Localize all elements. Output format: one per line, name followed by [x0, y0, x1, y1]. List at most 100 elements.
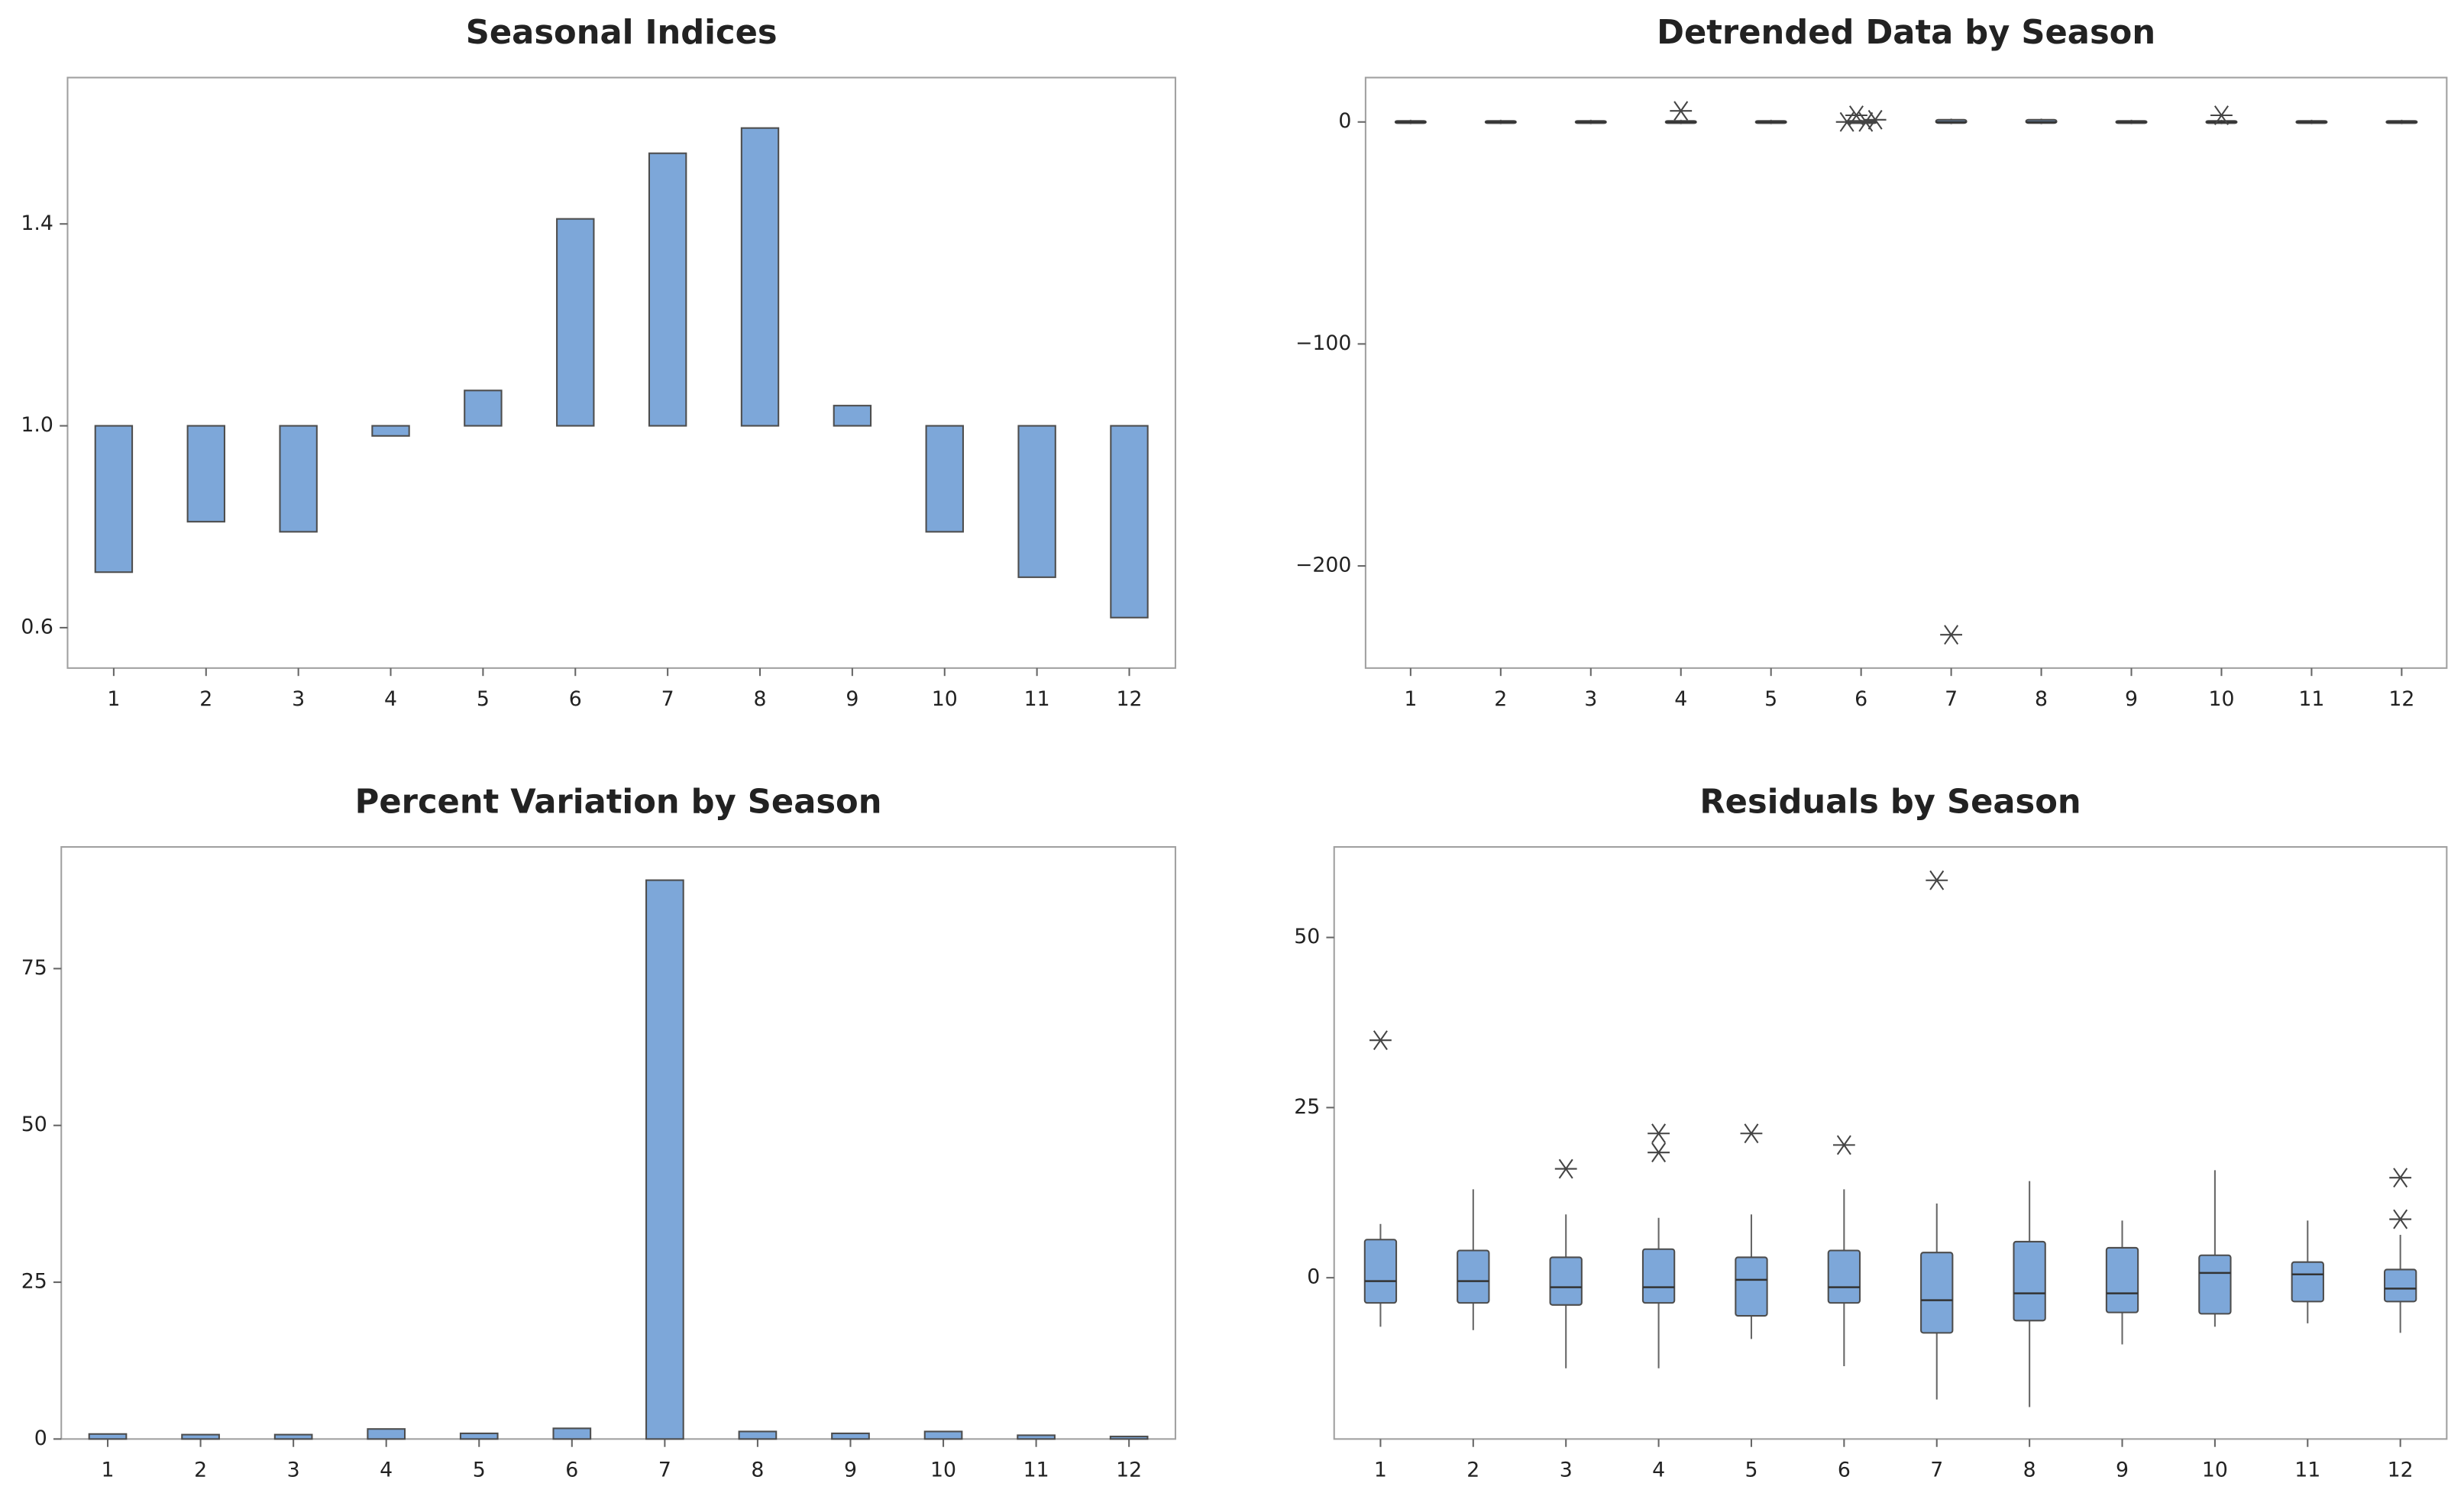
x-tick-label: 6: [1854, 687, 1867, 711]
outlier-stroke: [1836, 1135, 1851, 1155]
x-tick-label: 6: [569, 687, 582, 711]
x-tick-label: 2: [1494, 687, 1507, 711]
box: [2384, 1268, 2417, 1303]
x-tick-label: 10: [932, 687, 958, 711]
x-tick-label: 3: [1560, 1458, 1573, 1481]
y-tick-label: 50: [1294, 925, 1320, 948]
bar: [648, 152, 687, 427]
bar: [371, 425, 410, 437]
box: [1549, 1256, 1583, 1306]
x-tick-label: 4: [380, 1458, 393, 1481]
y-tick-label: 0: [1307, 1265, 1320, 1289]
bar: [367, 1428, 406, 1440]
outlier: [1648, 1123, 1670, 1144]
x-tick-label: 5: [1745, 1458, 1757, 1481]
x-tick-label: 12: [2388, 687, 2414, 711]
outlier: [2389, 1168, 2412, 1188]
plot-frame: [1364, 76, 2448, 669]
bar: [279, 425, 318, 533]
outlier-stroke: [1744, 1123, 1759, 1144]
bar: [1110, 425, 1149, 619]
box: [1641, 1248, 1676, 1304]
x-tick-label: 3: [292, 687, 305, 711]
x-tick-label: 9: [846, 687, 859, 711]
box: [1735, 1256, 1768, 1317]
outlier-stroke: [2393, 1168, 2408, 1188]
chart-title: Percent Variation by Season: [355, 783, 882, 821]
x-tick-label: 2: [194, 1458, 207, 1481]
box: [2198, 1254, 2232, 1315]
x-tick-label: 11: [1023, 1458, 1049, 1481]
x-tick-label: 7: [661, 687, 674, 711]
x-tick-label: 5: [477, 687, 490, 711]
outlier-stroke: [1373, 1030, 1388, 1051]
x-tick-label: 8: [751, 1458, 764, 1481]
x-tick-label: 12: [2388, 1458, 2414, 1481]
box: [2105, 1246, 2139, 1313]
x-tick-label: 4: [1674, 687, 1687, 711]
bar: [552, 1427, 592, 1440]
outlier: [1670, 101, 1693, 121]
outlier-stroke: [1858, 111, 1874, 132]
box: [2013, 1240, 2046, 1322]
x-tick-label: 12: [1116, 1458, 1142, 1481]
y-tick-label: −100: [1295, 331, 1351, 355]
bar: [1109, 1436, 1149, 1440]
x-tick-label: 1: [107, 687, 120, 711]
bar: [1017, 425, 1056, 578]
x-tick-label: 5: [473, 1458, 486, 1481]
outlier-stroke: [1651, 1142, 1667, 1163]
y-tick-label: 25: [1294, 1095, 1320, 1119]
y-tick-label: 50: [21, 1113, 47, 1136]
x-tick-label: 9: [2116, 1458, 2129, 1481]
bar: [94, 425, 134, 574]
x-tick-label: 1: [1404, 687, 1417, 711]
outlier: [1369, 1030, 1392, 1051]
bar: [186, 425, 225, 523]
x-tick-label: 1: [1374, 1458, 1387, 1481]
y-tick-label: 25: [21, 1269, 47, 1293]
box: [1920, 1252, 1954, 1334]
x-tick-label: 1: [102, 1458, 115, 1481]
outlier-stroke: [1651, 1123, 1667, 1144]
outlier: [1940, 625, 1963, 645]
x-tick-label: 10: [2202, 1458, 2228, 1481]
outlier: [1926, 870, 1948, 890]
x-tick-label: 10: [2208, 687, 2234, 711]
bar: [740, 127, 780, 427]
x-tick-label: 2: [1466, 1458, 1479, 1481]
box: [1827, 1249, 1861, 1304]
x-tick-label: 5: [1764, 687, 1777, 711]
x-tick-label: 3: [1584, 687, 1597, 711]
bar: [459, 1432, 499, 1440]
chart-title: Residuals by Season: [1699, 783, 2081, 821]
x-tick-label: 8: [754, 687, 767, 711]
outlier-stroke: [2393, 1209, 2408, 1229]
outlier: [2389, 1209, 2412, 1229]
x-tick-label: 6: [1838, 1458, 1851, 1481]
box: [1457, 1249, 1490, 1304]
bar: [923, 1430, 963, 1440]
outlier: [1554, 1158, 1577, 1179]
outlier-stroke: [1929, 870, 1945, 890]
plot-frame: [60, 846, 1176, 1440]
outlier: [1740, 1123, 1763, 1144]
bar: [464, 389, 503, 427]
plot-frame: [66, 76, 1176, 669]
x-tick-label: 11: [2294, 1458, 2320, 1481]
y-tick-label: 1.0: [21, 413, 53, 437]
x-tick-label: 11: [2298, 687, 2324, 711]
outlier: [1648, 1142, 1670, 1163]
bar: [738, 1430, 778, 1440]
outlier-stroke: [1867, 109, 1883, 130]
outlier: [2210, 105, 2233, 125]
chart-title: Seasonal Indices: [466, 14, 778, 52]
x-tick-label: 4: [384, 687, 397, 711]
outlier-stroke: [1848, 105, 1864, 125]
outlier-stroke: [2213, 105, 2229, 125]
bar: [833, 405, 872, 427]
bar: [1017, 1434, 1056, 1440]
y-tick-label: 75: [21, 956, 47, 980]
